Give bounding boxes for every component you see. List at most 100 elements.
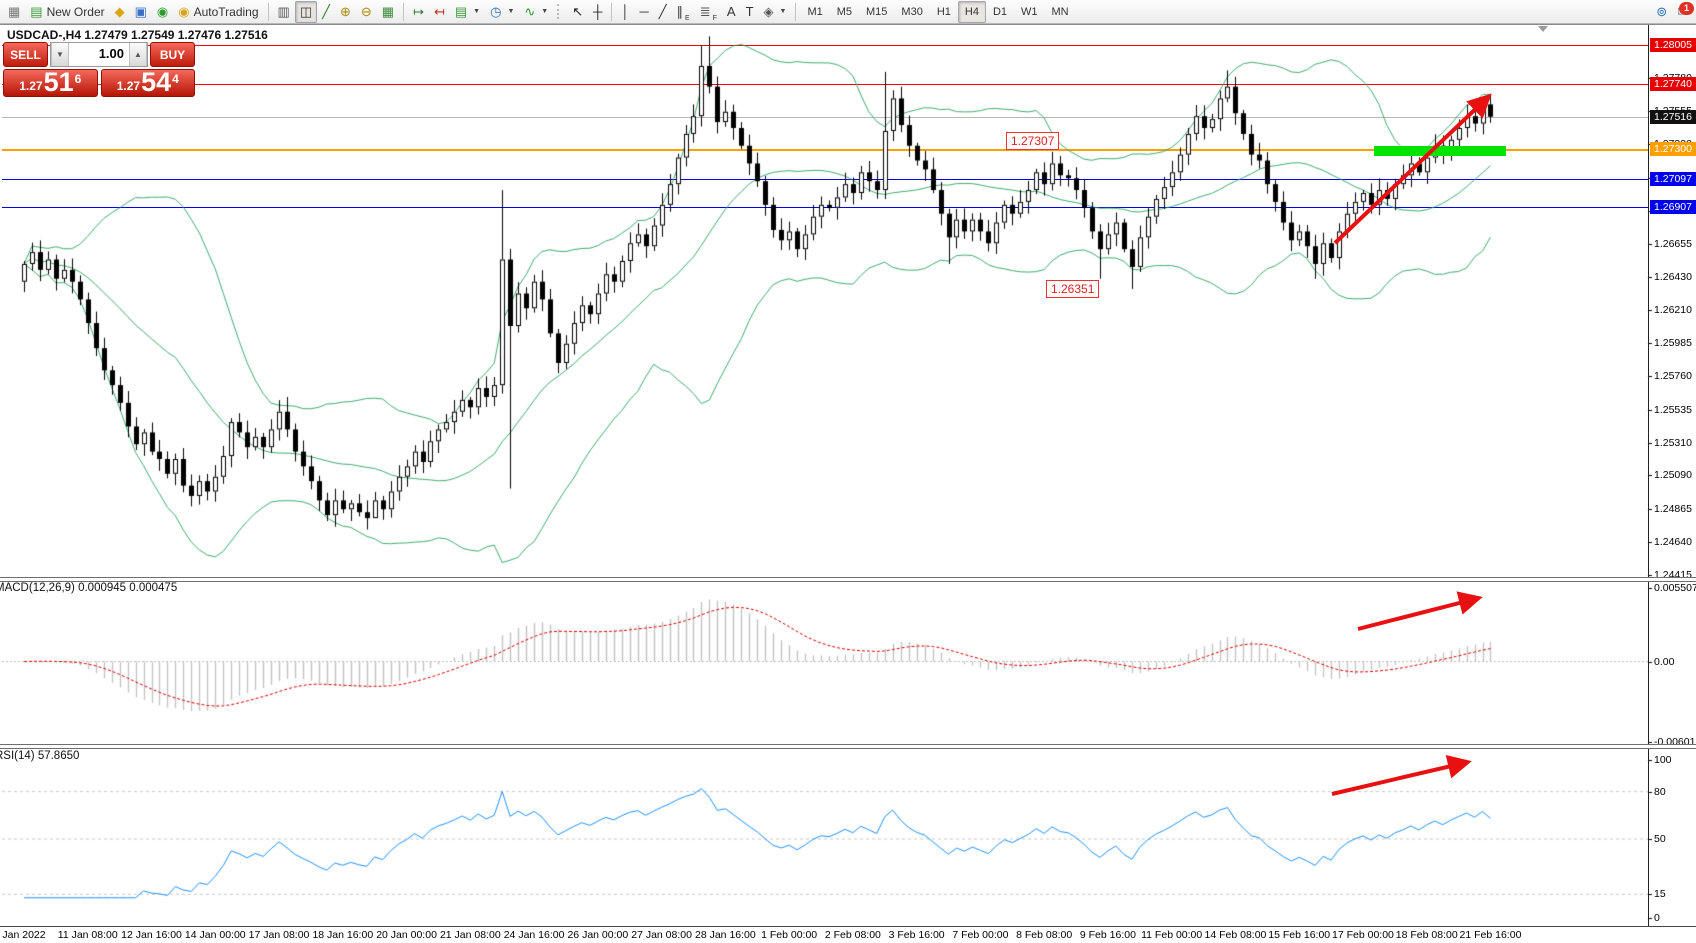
line-chart-icon: ╱ <box>322 4 330 19</box>
new-chart-button[interactable]: ▤ ▼ <box>450 1 485 23</box>
search-button[interactable]: ⊚ <box>1651 1 1672 23</box>
fibonacci-icon: ≣ <box>699 4 711 19</box>
chevron-down-icon: ▼ <box>473 8 481 15</box>
chart-shift-button[interactable]: ↤ <box>429 1 450 23</box>
chart-window-icon: ▦ <box>8 4 21 19</box>
date-axis-label: 1 Feb 00:00 <box>761 929 818 941</box>
date-axis-label: 17 Jan 08:00 <box>248 929 310 941</box>
date-axis-label: 27 Jan 08:00 <box>631 929 692 941</box>
signal-button[interactable]: ◉ <box>152 1 173 23</box>
buy-button[interactable]: BUY <box>150 42 195 67</box>
volume-input[interactable]: 1.00 <box>98 46 124 61</box>
trendline-button[interactable]: ╱ <box>654 1 672 23</box>
date-axis-label: 2 Feb 08:00 <box>824 929 881 941</box>
new-order-button-button[interactable]: ▤ New Order <box>25 1 109 23</box>
timeframe-button-mn[interactable]: MN <box>1051 5 1069 18</box>
pane-separator-rsi[interactable] <box>0 744 1696 749</box>
timeframe-button-h4[interactable]: H4 <box>957 0 986 23</box>
date-axis-label: 21 Jan 08:00 <box>439 929 501 941</box>
indicators-icon: ∿ <box>524 4 536 19</box>
crosshair-button[interactable]: ┼ <box>588 1 607 23</box>
buy-price-display[interactable]: 1.27 54 4 <box>100 69 195 97</box>
date-axis-label: 18 Feb 08:00 <box>1395 929 1458 941</box>
tile-windows-button[interactable]: ▦ <box>377 1 399 23</box>
periods-button[interactable]: ◷ ▼ <box>485 1 519 23</box>
price-axis-tick: 1.26655 <box>1654 238 1692 250</box>
horizontal-line-button[interactable]: ─ <box>634 1 653 23</box>
text-button[interactable]: A <box>722 1 741 23</box>
chart-shift-icon: ↤ <box>433 4 445 19</box>
rsi-indicator-label: RSI(14) 57.8650 <box>0 750 80 762</box>
sell-button[interactable]: SELL <box>3 42 48 67</box>
level-price-badge: 1.26907 <box>1650 199 1696 214</box>
macd-indicator-label: MACD(12,26,9) 0.000945 0.000475 <box>0 582 178 594</box>
bar-chart-button[interactable]: ▥ <box>273 1 295 23</box>
buy-price-pip: 4 <box>172 72 179 86</box>
gold-bar-button[interactable]: ◆ <box>110 1 130 23</box>
price-axis-tick: 1.25090 <box>1654 469 1692 482</box>
timeframe-button-m1[interactable]: M1 <box>807 5 823 18</box>
zoom-in-button[interactable]: ⊕ <box>335 1 356 23</box>
date-axis-label: 18 Jan 16:00 <box>312 929 374 941</box>
text-label-button[interactable]: T <box>741 1 759 23</box>
tile-windows-icon: ▦ <box>381 4 395 19</box>
autotrading-button-button[interactable]: ◉ AutoTrading <box>173 1 263 23</box>
candlestick-chart-button[interactable]: ◫ <box>294 0 318 23</box>
auto-scroll-icon: ↦ <box>413 4 424 19</box>
volume-increase-button[interactable]: ▲ <box>129 43 147 66</box>
chat-button[interactable]: ✉1 <box>1672 1 1694 23</box>
chart-shift-marker[interactable] <box>1538 26 1548 32</box>
chart-ohlc-title: USDCAD-,H4 1.27479 1.27549 1.27476 1.275… <box>7 28 268 42</box>
timeframe-button-h1[interactable]: H1 <box>936 5 951 18</box>
gold-bar-icon: ◆ <box>114 4 125 19</box>
date-axis-label: 26 Jan 00:00 <box>567 929 629 941</box>
macd-axis-tick: 0.005507 <box>1654 581 1696 594</box>
vertical-line-icon: │ <box>621 4 630 19</box>
price-axis-tick: 1.26210 <box>1654 303 1692 316</box>
autotrading-button: ◉ <box>178 4 190 19</box>
timeframe-button-d1[interactable]: D1 <box>992 5 1008 18</box>
zoom-out-button[interactable]: ⊖ <box>356 1 377 23</box>
terminal-button[interactable]: ▣ <box>130 1 152 23</box>
sell-price-display[interactable]: 1.27 51 6 <box>3 69 98 97</box>
signal-icon: ◉ <box>156 4 169 19</box>
price-axis-tick: 1.24640 <box>1654 535 1692 548</box>
timeframe-button-m15[interactable]: M15 <box>866 5 888 18</box>
price-axis-tick: 1.25760 <box>1654 370 1692 383</box>
chevron-down-icon: ▼ <box>779 8 787 15</box>
cursor-button[interactable]: ↖ <box>567 1 588 23</box>
fibonacci-icon-sub: F <box>712 14 717 22</box>
new-order-button: ▤ <box>30 4 43 19</box>
price-axis-tick: 1.25535 <box>1654 403 1692 416</box>
price-callout[interactable]: 1.27307 <box>1006 132 1060 150</box>
date-axis-label: 15 Feb 16:00 <box>1268 929 1331 941</box>
sell-price-pip: 6 <box>74 72 82 86</box>
auto-scroll-button[interactable]: ↦ <box>408 1 429 23</box>
arrows-button[interactable]: ◈ ▼ <box>759 1 792 23</box>
crosshair-icon: ┼ <box>593 4 603 19</box>
chart-window-button[interactable]: ▦ <box>3 1 25 23</box>
volume-decrease-button[interactable]: ▼ <box>51 43 69 66</box>
timeframe-button-m5[interactable]: M5 <box>836 5 853 18</box>
date-axis-label: 11 Jan 08:00 <box>57 929 118 941</box>
timeframe-button-w1[interactable]: W1 <box>1021 5 1038 18</box>
fibonacci-button[interactable]: ≣ F <box>695 1 722 23</box>
notification-badge: 1 <box>1679 1 1694 15</box>
equidistant-channel-button[interactable]: ∥ E <box>672 1 695 23</box>
highlight-bar[interactable] <box>1374 146 1506 156</box>
pane-separator-macd[interactable] <box>0 577 1696 582</box>
vertical-line-button[interactable]: │ <box>616 1 634 23</box>
price-axis-tick: 1.26430 <box>1654 271 1692 284</box>
price-callout[interactable]: 1.26351 <box>1046 280 1100 298</box>
date-axis-label: 7 Feb 00:00 <box>952 929 1009 941</box>
bar-chart-icon: ▥ <box>277 4 290 19</box>
current-price-badge: 1.27516 <box>1650 109 1696 124</box>
timeframe-button-m30[interactable]: M30 <box>901 5 923 18</box>
date-axis-border <box>0 926 1696 927</box>
indicators-button[interactable]: ∿ ▼ <box>519 1 553 23</box>
price-axis-tick: 1.24865 <box>1654 502 1692 515</box>
candlestick-chart-icon: ◫ <box>299 4 313 19</box>
line-chart-button[interactable]: ╱ <box>317 1 335 23</box>
macd-axis-tick: 0.00 <box>1654 655 1675 668</box>
